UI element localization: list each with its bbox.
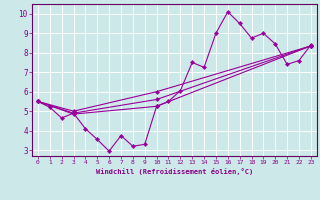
X-axis label: Windchill (Refroidissement éolien,°C): Windchill (Refroidissement éolien,°C)	[96, 168, 253, 175]
